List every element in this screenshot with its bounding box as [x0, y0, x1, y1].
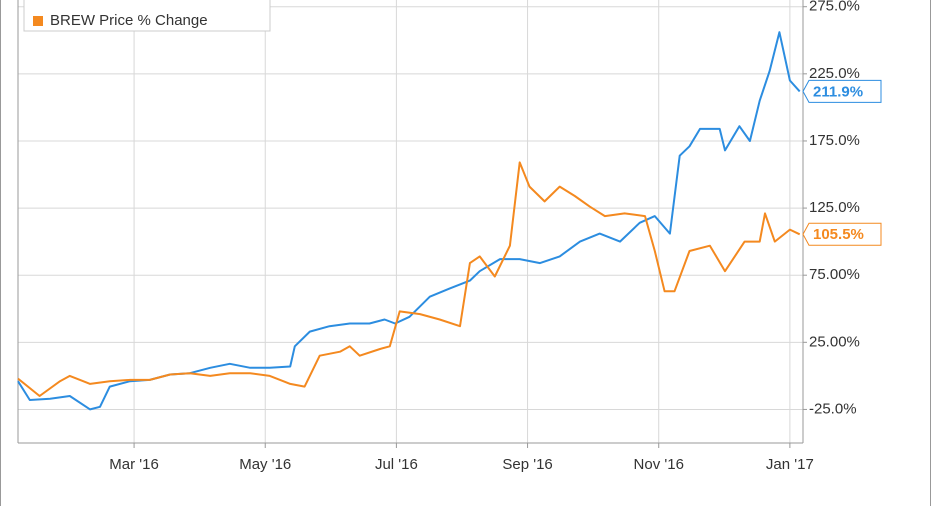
- x-tick-label: Mar '16: [109, 456, 159, 473]
- y-tick-label: 175.0%: [809, 132, 860, 149]
- y-tick-label: 75.00%: [809, 266, 860, 283]
- y-tick-label: -25.0%: [809, 400, 857, 417]
- end-label: 105.5%: [813, 226, 864, 243]
- data-line: [17, 31, 801, 411]
- legend-swatch: [33, 16, 43, 26]
- y-tick-label: 225.0%: [809, 65, 860, 82]
- y-tick-label: 25.00%: [809, 333, 860, 350]
- legend-label: BREW Price % Change: [50, 12, 208, 29]
- x-tick-label: Sep '16: [502, 456, 552, 473]
- x-tick-label: Jan '17: [766, 456, 814, 473]
- end-label-box: [802, 79, 882, 103]
- x-tick-label: Nov '16: [634, 456, 684, 473]
- end-label: 211.9%: [813, 83, 863, 100]
- legend-box: [23, 0, 271, 32]
- end-label-box: [802, 222, 882, 246]
- legend: BREW Price % Change: [23, 0, 271, 32]
- x-tick-label: May '16: [239, 456, 291, 473]
- y-tick-label: 275.0%: [809, 0, 860, 15]
- y-tick-label: 125.0%: [809, 199, 860, 216]
- data-line: [17, 161, 801, 397]
- x-tick-label: Jul '16: [375, 456, 418, 473]
